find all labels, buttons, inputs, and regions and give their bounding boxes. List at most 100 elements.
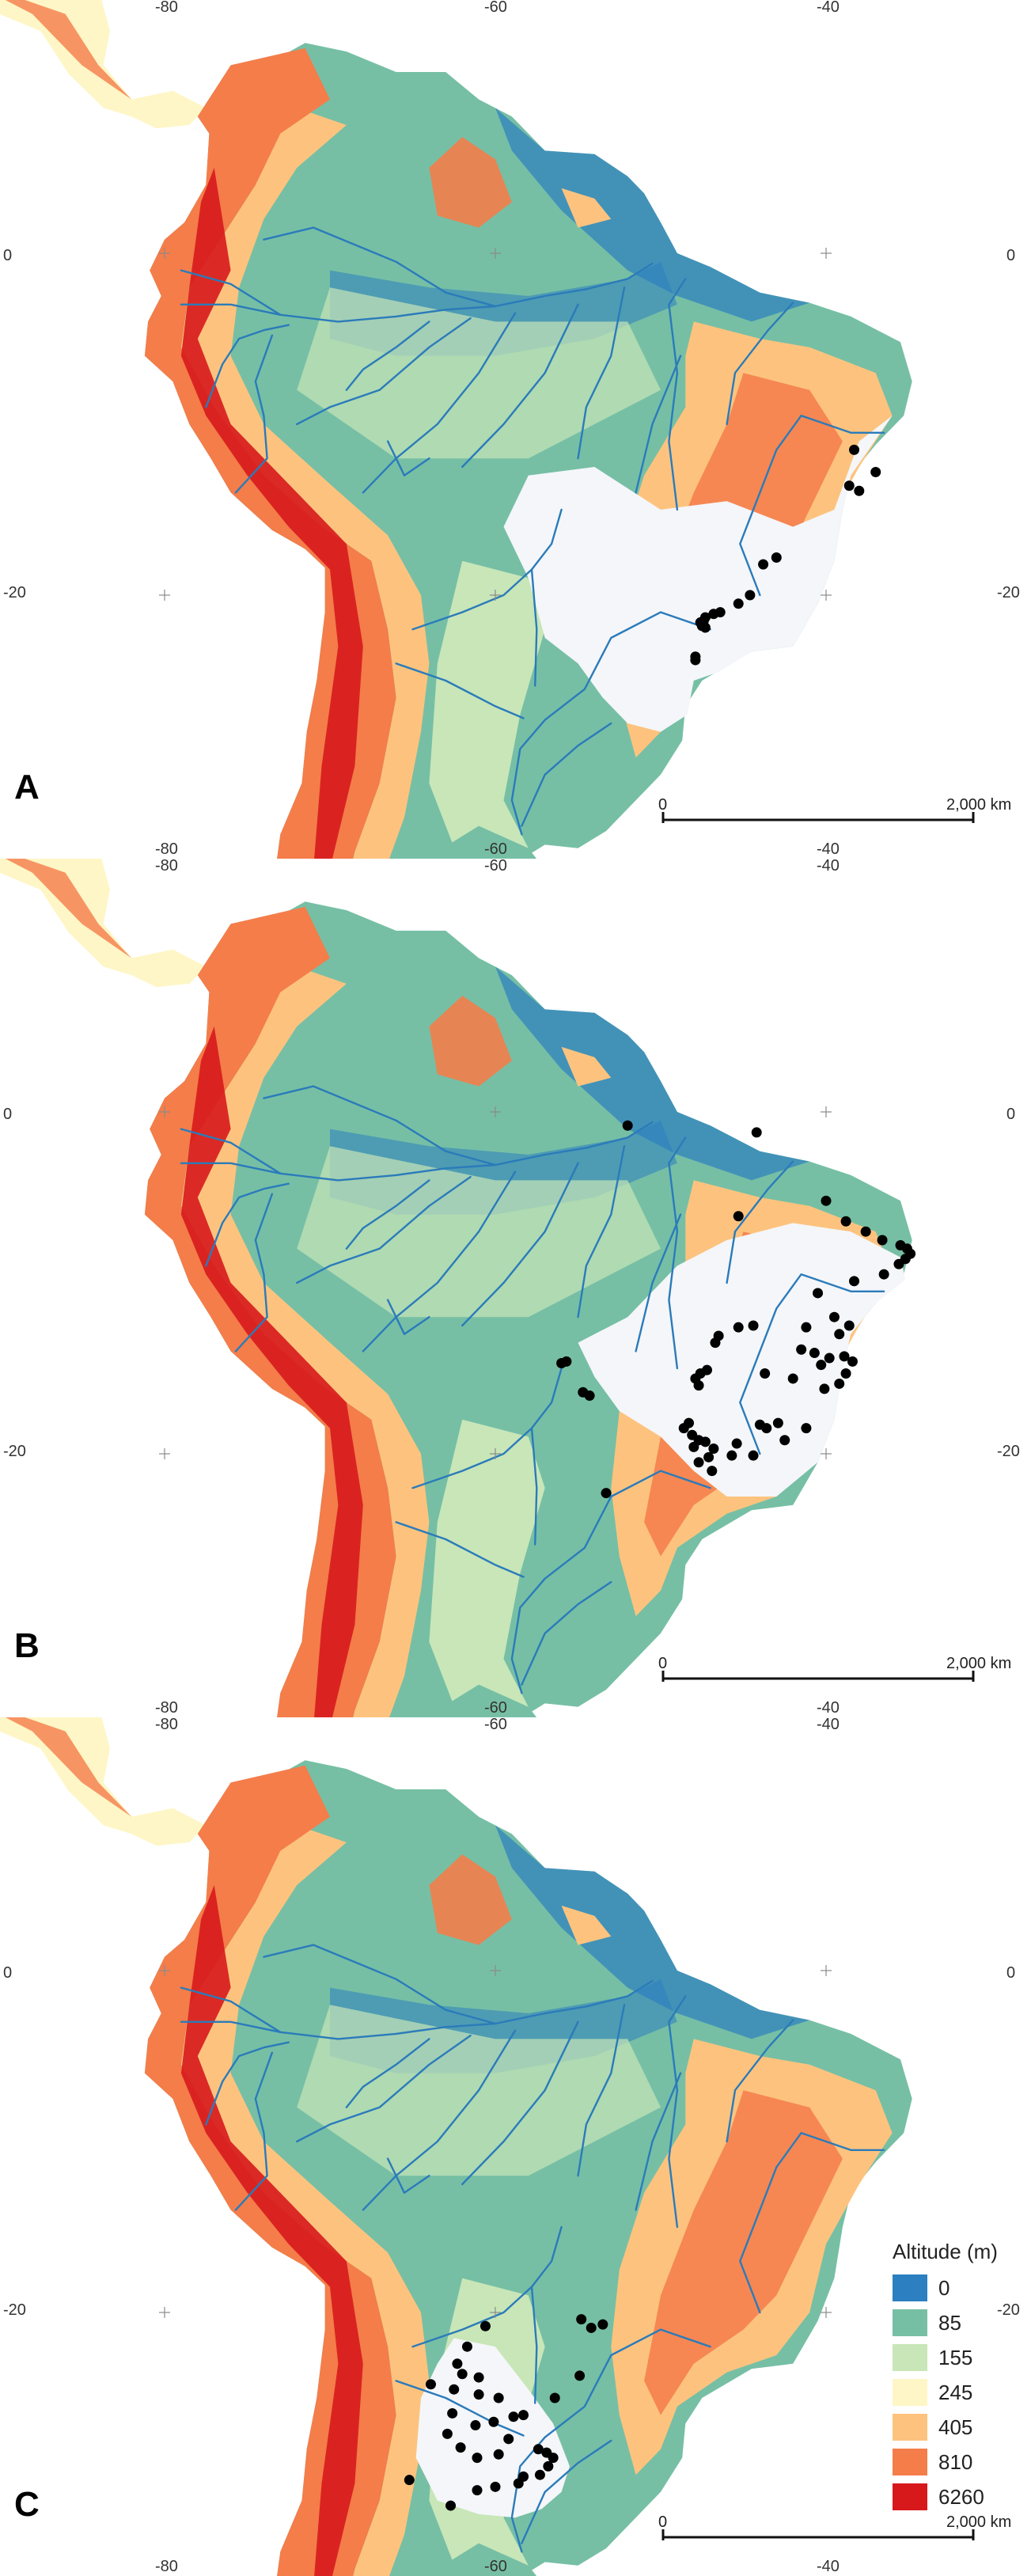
river [510,1470,711,1694]
occurrence-point [690,654,701,666]
lon-label-top: -60 [484,0,507,16]
central-america-highlands [5,1717,132,1817]
terrain-layer [0,859,912,1717]
lat-label-right: -20 [997,2301,1020,2319]
scale-start-label: 0 [658,1655,668,1672]
terrain-layer [0,1717,912,2576]
occurrence-point [597,2319,608,2330]
occurrence-point [457,2369,468,2380]
river [386,440,430,476]
river [362,2029,517,2211]
scale-bar [661,812,975,823]
occurrence-point [840,1216,851,1227]
river-network [180,1944,885,2553]
lat-label-left: -20 [3,2301,26,2319]
lon-label-bottom: -40 [817,2558,840,2575]
legend-value: 810 [938,2449,973,2474]
river [234,2051,274,2211]
legend-value: 6260 [938,2484,984,2509]
lon-label-top: -40 [817,1716,840,1733]
river [726,302,794,426]
river [395,662,525,719]
river [668,1136,687,1370]
occurrence-point [819,1383,830,1394]
lon-label-top: -40 [817,857,840,874]
occurrence-point [843,1320,855,1331]
legend-item: 6260 [893,2479,1031,2514]
river [461,2020,579,2186]
legend-value: 245 [938,2380,973,2404]
graticule [159,1106,832,1459]
occurrence-point [733,598,744,609]
occurrence-point [758,559,769,570]
lat-label-right: -20 [997,584,1020,601]
occurrence-point [493,2449,504,2460]
occurrence-point [442,2428,453,2439]
occurrence-point [893,1258,904,1269]
occurrence-point [878,1269,889,1280]
lon-label-top: -80 [155,1716,178,1733]
river [345,1179,430,1250]
river [263,1944,497,2025]
legend-item: 85 [893,2305,1031,2340]
central-america-landmass [0,859,207,988]
graticule [159,1965,832,2318]
lon-label-bottom: -40 [817,1699,840,1717]
occurrence-point [870,466,881,477]
lon-label-bottom: -40 [817,840,840,858]
river [395,1521,525,1578]
occurrence-point [834,1378,845,1389]
occurrence-point [473,2389,484,2400]
occurrence-point [761,1423,772,1434]
lon-label-bottom: -60 [484,840,507,858]
occurrence-point [445,2500,457,2511]
occurrence-point [472,2485,483,2496]
pampa-plain [437,825,537,859]
occurrence-point [586,2322,597,2333]
lat-label-left: -20 [3,1443,26,1460]
scale-bar [661,2529,975,2540]
occurrence-point [707,1466,718,1477]
legend-value: 155 [938,2345,973,2369]
river [411,1427,538,1546]
lat-label-right: 0 [1006,1106,1016,1123]
lat-label-left: -20 [3,584,26,601]
occurrence-point [503,2434,514,2445]
occurrence-point [710,1337,721,1349]
occurrence-point [809,1348,820,1359]
altitude-map-a [0,0,975,859]
occurrence-layer [556,1120,916,1499]
river [635,2072,682,2211]
occurrence-point [708,1444,719,1455]
panel-letter: B [14,1626,40,1665]
occurrence-point [772,1417,783,1428]
andes-summits [180,168,363,859]
occurrence-point [543,2460,554,2472]
occurrence-point [787,1373,798,1384]
occurrence-point [534,2469,545,2480]
occurrence-point [461,2341,472,2352]
lat-label-left: 0 [3,247,13,264]
river [180,1979,654,2040]
occurrence-point [688,1441,699,1452]
map-panel-b: -80 -60 -40 -80 -60 -40 0 -20 0 -20 B 0 … [0,857,1031,1717]
occurrence-point [488,2416,499,2427]
river [577,1145,626,1318]
lon-label-bottom: -80 [155,2558,178,2575]
river [739,415,885,597]
occurrence-point [513,2478,524,2489]
lon-label-top: -60 [484,1716,507,1733]
pampa-plain [437,1684,537,1717]
occurrence-point [473,2372,484,2383]
scale-end-label: 2,000 km [946,1655,1012,1672]
occurrence-point [699,622,711,633]
lat-label-left: 0 [3,1964,13,1982]
central-america-highlands [5,0,132,100]
river [180,269,282,316]
occurrence-point [824,1352,835,1364]
andean-foothills [180,1825,430,2576]
occurrence-point [508,2411,519,2422]
river [263,226,497,308]
occurrence-point [745,590,756,601]
lon-label-bottom: -80 [155,1699,178,1717]
